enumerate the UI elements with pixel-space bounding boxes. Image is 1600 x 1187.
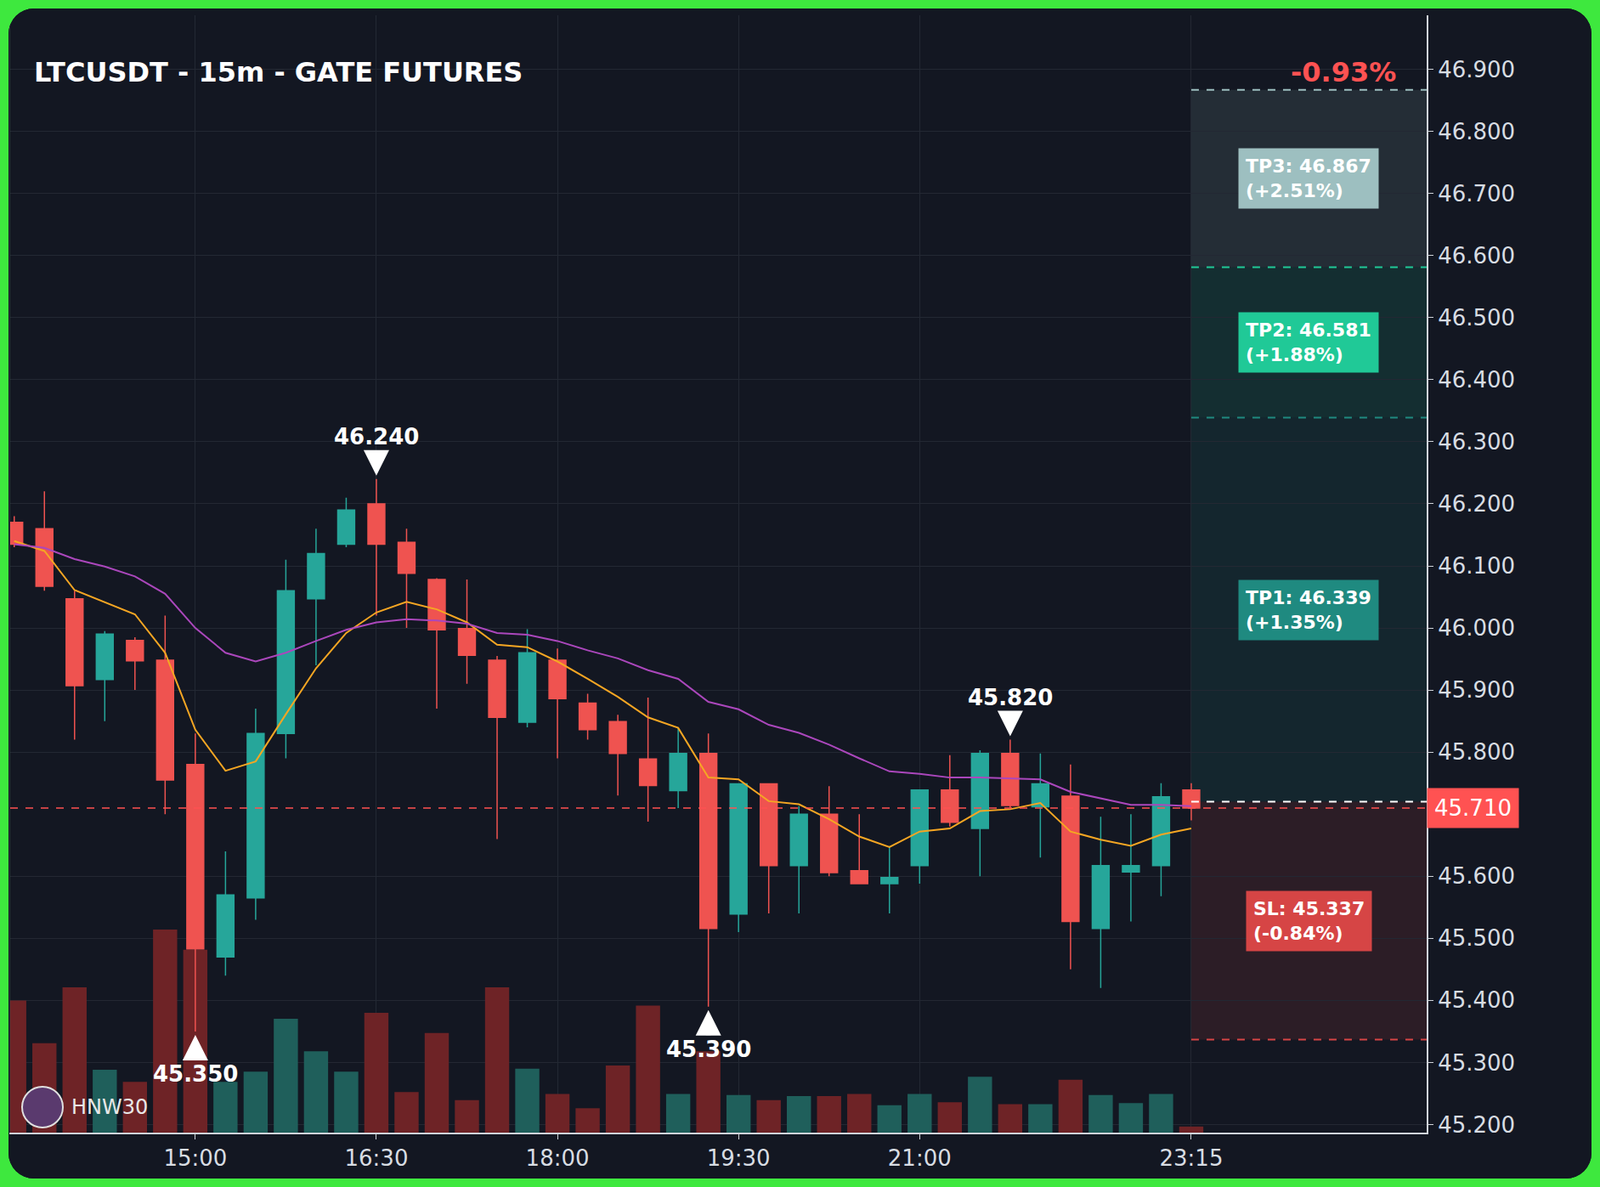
svg-text:46.700: 46.700 — [1437, 180, 1516, 207]
svg-text:TP2: 46.581(+1.88%): TP2: 46.581(+1.88%) — [1245, 319, 1372, 366]
svg-text:46.200: 46.200 — [1437, 491, 1516, 517]
svg-text:45.300: 45.300 — [1437, 1050, 1516, 1076]
svg-text:HNW30: HNW30 — [71, 1095, 148, 1120]
svg-text:LTCUSDT - 15m - GATE FUTURES: LTCUSDT - 15m - GATE FUTURES — [33, 56, 523, 89]
svg-text:46.800: 46.800 — [1437, 118, 1516, 145]
svg-text:45.800: 45.800 — [1437, 739, 1516, 765]
svg-text:TP3: 46.867(+2.51%): TP3: 46.867(+2.51%) — [1245, 155, 1372, 202]
svg-text:18:00: 18:00 — [525, 1145, 590, 1171]
svg-text:19:30: 19:30 — [706, 1145, 771, 1171]
svg-text:-0.93%: -0.93% — [1290, 56, 1397, 89]
svg-text:46.100: 46.100 — [1437, 553, 1516, 579]
svg-text:46.000: 46.000 — [1437, 615, 1516, 641]
svg-text:45.600: 45.600 — [1437, 863, 1516, 889]
svg-text:16:30: 16:30 — [344, 1145, 408, 1171]
svg-text:15:00: 15:00 — [163, 1145, 227, 1171]
svg-text:46.600: 46.600 — [1437, 243, 1516, 269]
svg-text:45.400: 45.400 — [1437, 987, 1516, 1013]
svg-text:46.400: 46.400 — [1437, 367, 1516, 393]
svg-text:45.350: 45.350 — [152, 1061, 238, 1087]
svg-text:45.200: 45.200 — [1437, 1112, 1516, 1138]
svg-text:46.240: 46.240 — [333, 424, 419, 450]
svg-text:TP1: 46.339(+1.35%): TP1: 46.339(+1.35%) — [1245, 587, 1372, 634]
svg-text:45.820: 45.820 — [967, 684, 1053, 711]
svg-text:45.900: 45.900 — [1437, 677, 1516, 703]
svg-text:45.390: 45.390 — [666, 1036, 752, 1063]
svg-text:46.300: 46.300 — [1437, 429, 1516, 455]
svg-text:23:15: 23:15 — [1159, 1145, 1223, 1171]
svg-text:21:00: 21:00 — [887, 1145, 952, 1171]
svg-text:45.500: 45.500 — [1437, 925, 1516, 951]
svg-text:45.710: 45.710 — [1434, 795, 1512, 821]
svg-text:46.900: 46.900 — [1437, 56, 1516, 83]
svg-text:SL: 45.337(-0.84%): SL: 45.337(-0.84%) — [1253, 898, 1365, 945]
svg-text:46.500: 46.500 — [1437, 305, 1516, 331]
